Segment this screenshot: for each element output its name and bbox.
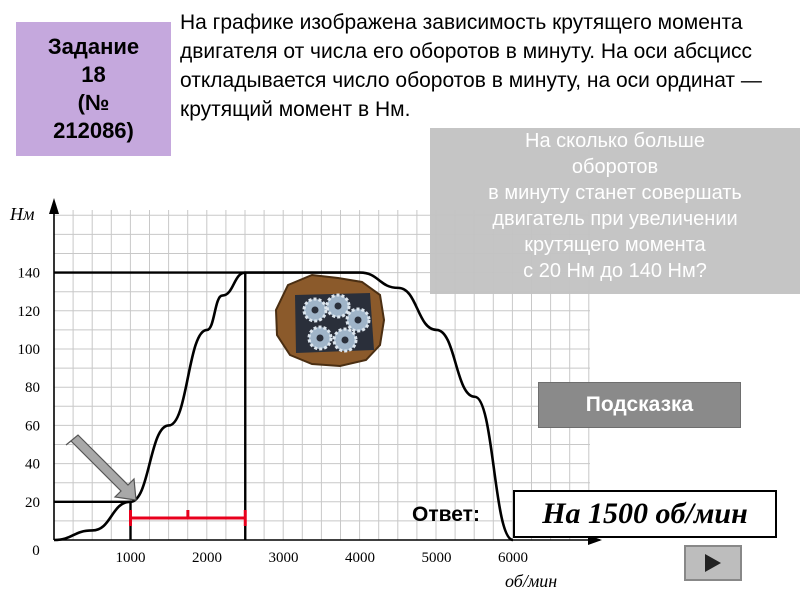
y-tick-label: 120 (18, 304, 41, 320)
hint-button[interactable]: Подсказка (538, 382, 741, 428)
question-line: крутящего момента (524, 234, 706, 256)
y-tick-label: 100 (18, 342, 41, 358)
y-tick-label: 40 (25, 457, 40, 473)
question-line: На сколько больше (525, 130, 705, 152)
y-tick-label: 80 (25, 380, 40, 396)
x-tick-label: 3000 (269, 550, 299, 566)
gear-hub (341, 336, 349, 344)
y-tick-label: 60 (25, 418, 40, 434)
chart-svg: 0 1000 2000 3000 4000 5000 6000 20 40 60 80 100 120 1… (9, 198, 602, 591)
task-number-box: Задание 18 (№ 212086) (16, 22, 171, 156)
task-label: Задание (47, 34, 140, 59)
question-box: На сколько больше оборотов в минуту стан… (430, 128, 800, 294)
x-axis-label: об/мин (505, 571, 557, 591)
answer-value: На 1500 об/мин (513, 490, 777, 538)
answer-label: Ответ: (412, 503, 480, 526)
y-axis-arrow (49, 198, 59, 214)
gear-hub (354, 316, 362, 324)
x-tick-label: 2000 (192, 550, 222, 566)
pointer-arrow-icon (65, 434, 137, 501)
torque-chart: 0 1000 2000 3000 4000 5000 6000 20 40 60 80 100 120 1… (0, 190, 610, 600)
task-id-open: (№ (77, 90, 110, 115)
gear-hub (334, 302, 342, 310)
x-tick-label: 1000 (116, 550, 146, 566)
torque-curve (53, 271, 514, 542)
task-number: 18 (81, 62, 106, 87)
y-axis-label: Нм (9, 204, 35, 224)
gear-hub (316, 334, 324, 342)
next-slide-button[interactable] (684, 545, 742, 581)
y-tick-label: 20 (25, 495, 40, 511)
x-tick-label: 6000 (498, 550, 528, 566)
gears-picture-icon (274, 273, 386, 368)
question-line: в минуту станет совершать (488, 182, 742, 204)
pointer-arrow-shape (65, 434, 137, 501)
question-line: с 20 Нм до 140 Нм? (523, 260, 707, 282)
question-line: двигатель при увеличении (492, 208, 738, 230)
question-line: оборотов (571, 156, 659, 178)
task-id: 212086) (53, 118, 134, 143)
y-tick-label: 140 (18, 266, 41, 282)
x-tick-label: 4000 (345, 550, 375, 566)
x-tick-label: 0 (32, 543, 40, 559)
problem-statement: На графике изображена зависимость крутящ… (180, 11, 762, 121)
play-right-icon (705, 554, 721, 572)
x-tick-label: 5000 (422, 550, 452, 566)
gear-hub (311, 306, 319, 314)
difference-bracket (129, 510, 247, 526)
